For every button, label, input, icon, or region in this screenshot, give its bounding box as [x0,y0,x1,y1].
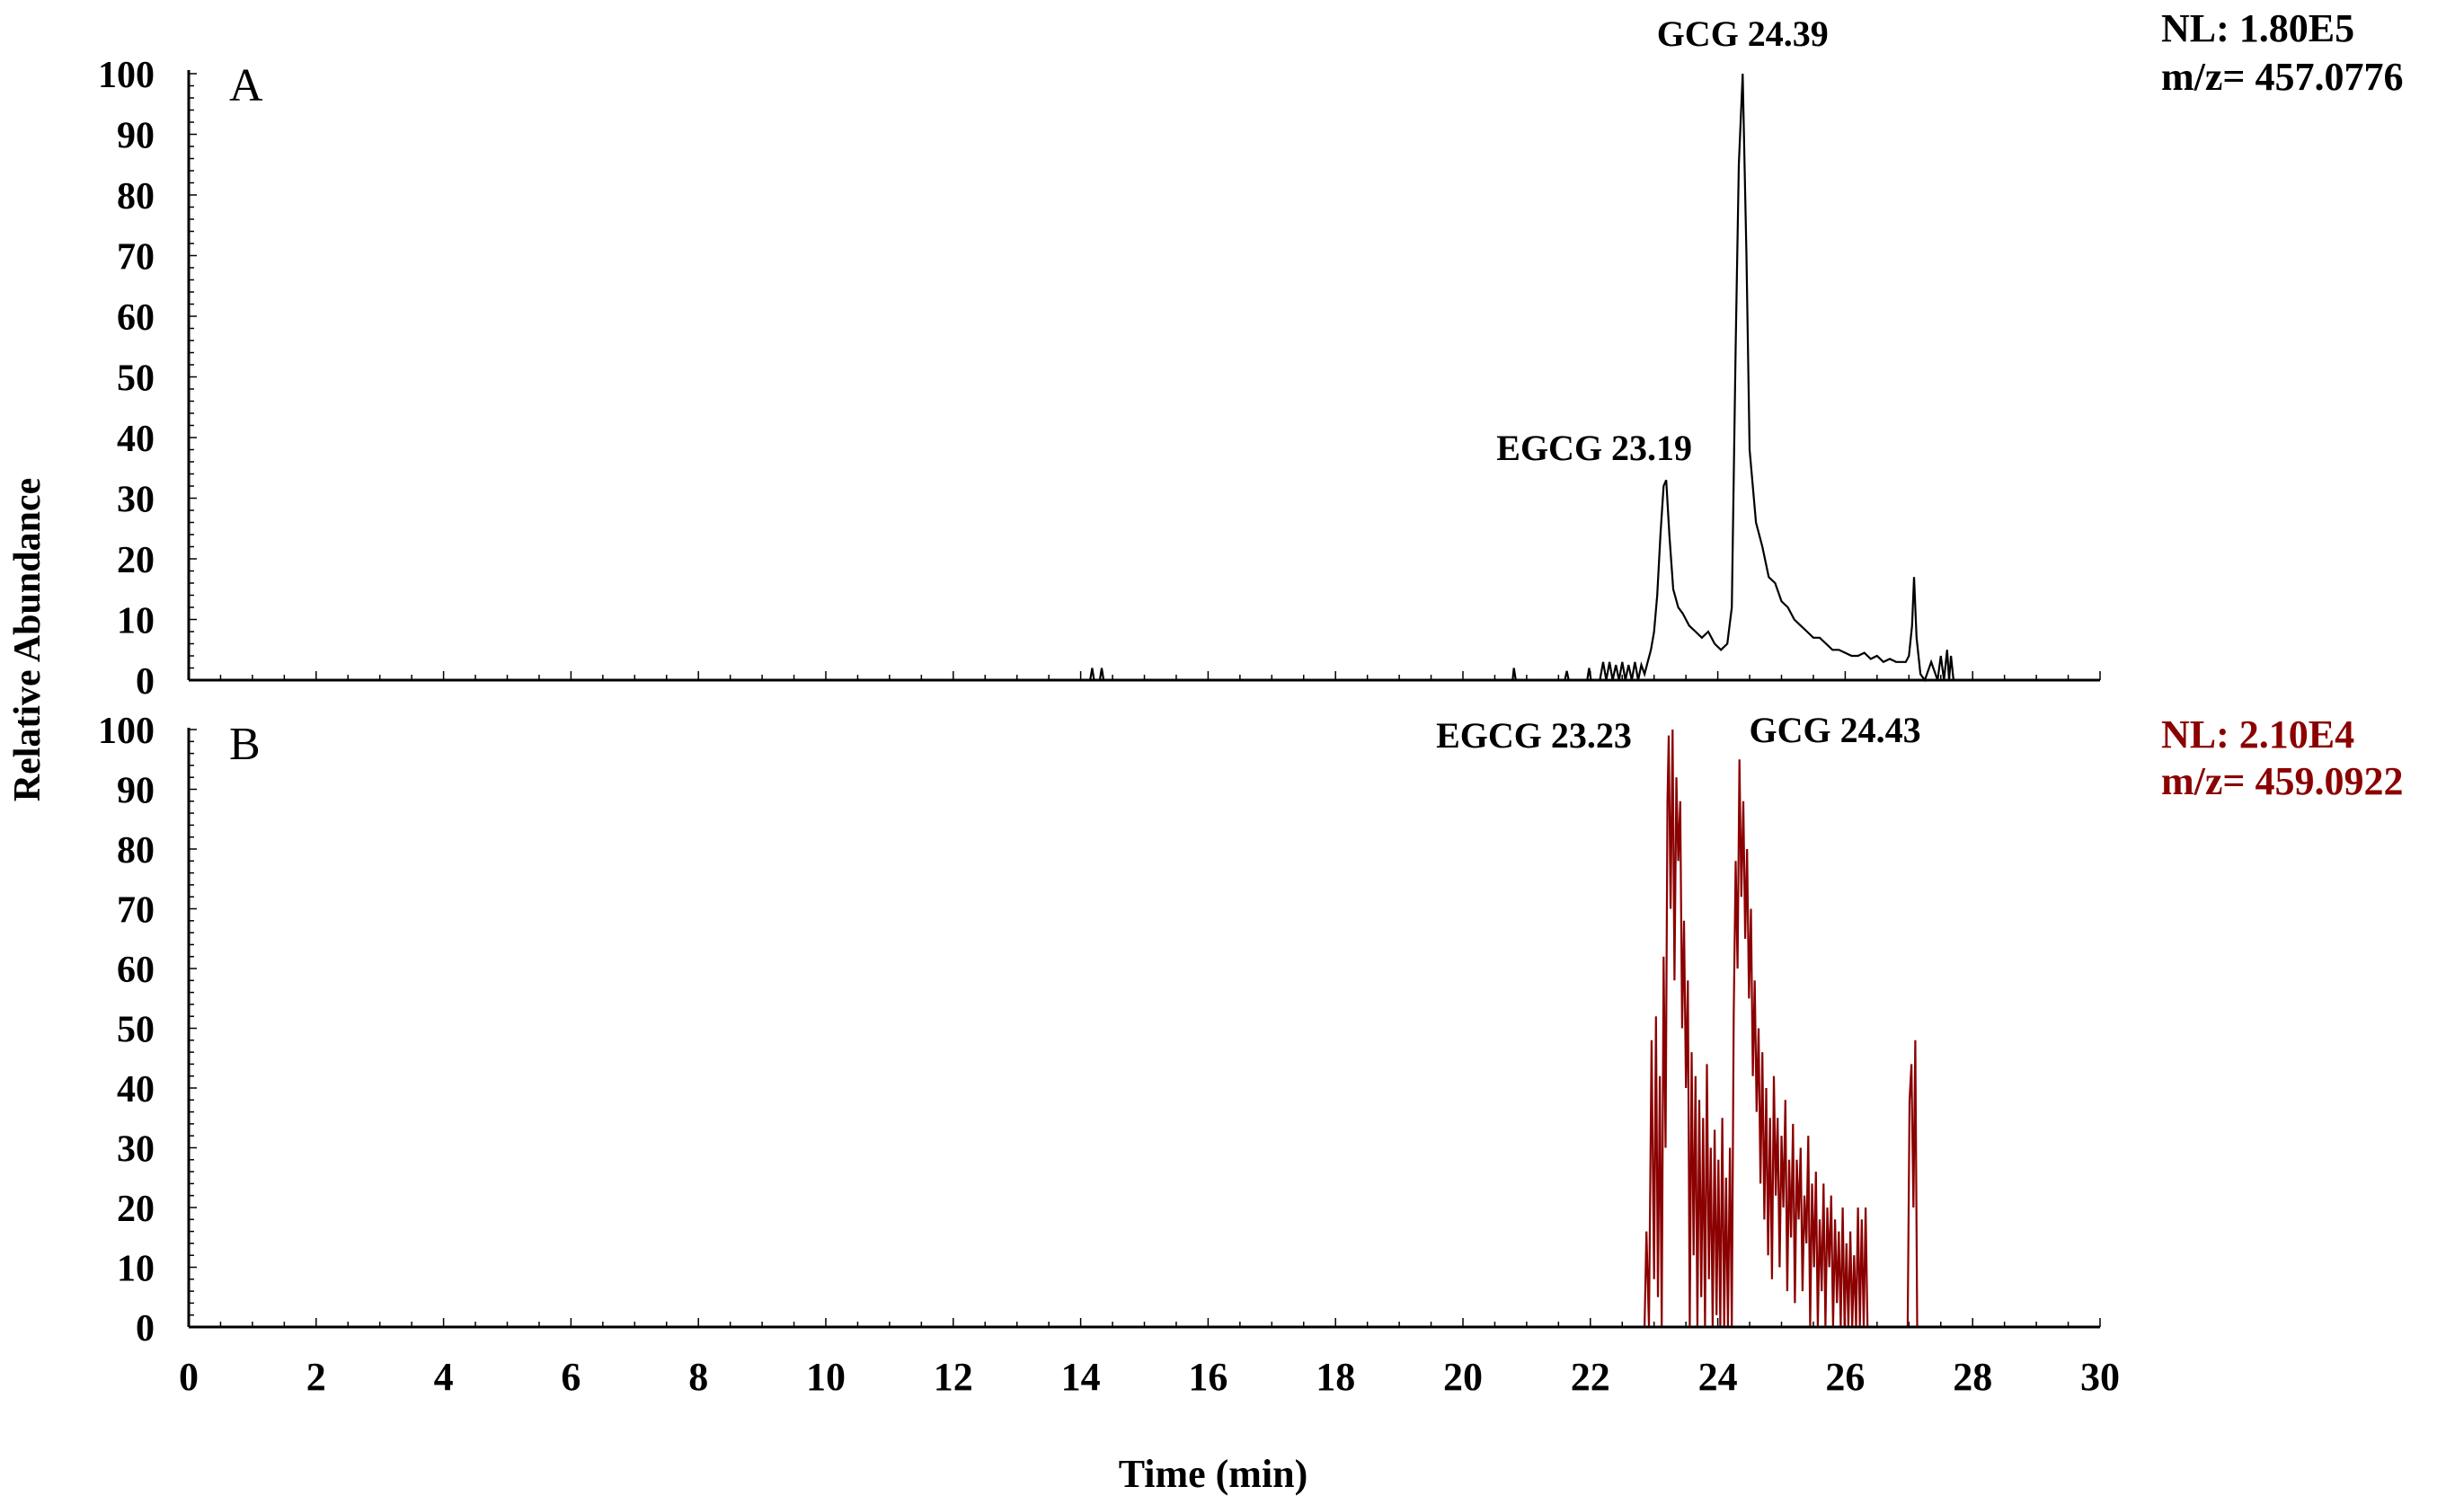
y-tick-label: 90 [117,116,155,157]
x-tick-label: 20 [1443,1355,1483,1399]
x-tick-label: 18 [1316,1355,1355,1399]
y-tick-label: 100 [98,55,155,96]
panel-a-y-tick-labels: 0 10 20 30 40 50 60 70 80 90 100 [98,55,155,703]
x-tick-label: 30 [2080,1355,2120,1399]
y-tick-label: 0 [136,661,155,703]
panel-b-trace [189,729,2100,1329]
panel-b: 0 10 20 30 40 50 60 70 80 90 100 B EGCG 23.23 GCG 2… [98,710,2403,1349]
y-tick-label: 70 [117,890,155,932]
x-tick-label: 24 [1698,1355,1738,1399]
x-tick-label: 22 [1571,1355,1610,1399]
x-tick-label: 14 [1061,1355,1101,1399]
y-tick-label: 40 [117,419,155,460]
x-tick-label: 6 [561,1355,581,1399]
y-tick-label: 20 [117,540,155,581]
panel-b-y-tick-labels: 0 10 20 30 40 50 60 70 80 90 100 [98,711,155,1349]
y-tick-label: 60 [117,297,155,339]
peak-label: EGCG 23.19 [1496,428,1692,468]
y-tick-label: 90 [117,771,155,812]
y-tick-label: 70 [117,237,155,279]
panel-a-peak-labels: GCG 24.39 EGCG 23.19 [1496,13,1829,468]
x-tick-label: 12 [934,1355,973,1399]
y-tick-label: 100 [98,711,155,752]
y-tick-label: 40 [117,1069,155,1110]
y-tick-label: 80 [117,176,155,217]
x-tick-label: 26 [1825,1355,1865,1399]
panel-b-letter: B [229,719,261,770]
x-axis-label: Time (min) [1119,1452,1308,1496]
panel-a-ticks [188,73,2101,681]
panel-b-mz-label: m/z= 459.0922 [2161,759,2403,803]
x-tick-label: 16 [1188,1355,1228,1399]
x-tick-label: 8 [688,1355,708,1399]
x-tick-label: 4 [434,1355,454,1399]
panel-a-letter: A [229,60,263,111]
y-tick-label: 30 [117,1129,155,1171]
x-tick-label: 0 [179,1355,199,1399]
y-tick-label: 10 [117,1249,155,1290]
y-tick-label: 30 [117,480,155,521]
x-tick-label: 10 [806,1355,846,1399]
peak-label: EGCG 23.23 [1436,715,1632,756]
panel-a-nl-label: NL: 1.80E5 [2161,6,2354,50]
x-tick-label: 28 [1953,1355,1992,1399]
panel-a-mz-label: m/z= 457.0776 [2161,55,2403,99]
panel-b-peak-labels: EGCG 23.23 GCG 24.43 [1436,710,1921,756]
y-tick-label: 10 [117,601,155,642]
y-axis-label: Relative Abundance [7,478,49,802]
x-tick-labels: 0 2 4 6 8 10 12 14 16 18 20 22 24 26 28 30 [179,1355,2120,1399]
peak-label: GCG 24.43 [1750,710,1921,750]
x-tick-label: 2 [306,1355,326,1399]
y-tick-label: 20 [117,1189,155,1230]
y-tick-label: 60 [117,950,155,991]
y-tick-label: 50 [117,358,155,400]
peak-label: GCG 24.39 [1657,13,1829,54]
y-tick-label: 50 [117,1010,155,1051]
panel-b-nl-label: NL: 2.10E4 [2161,712,2354,756]
y-tick-label: 0 [136,1308,155,1349]
panel-a: 0 10 20 30 40 50 60 70 80 90 100 A GCG 24.39 EGCG 2… [98,6,2403,703]
y-tick-label: 80 [117,830,155,871]
panel-a-trace [189,73,2100,683]
